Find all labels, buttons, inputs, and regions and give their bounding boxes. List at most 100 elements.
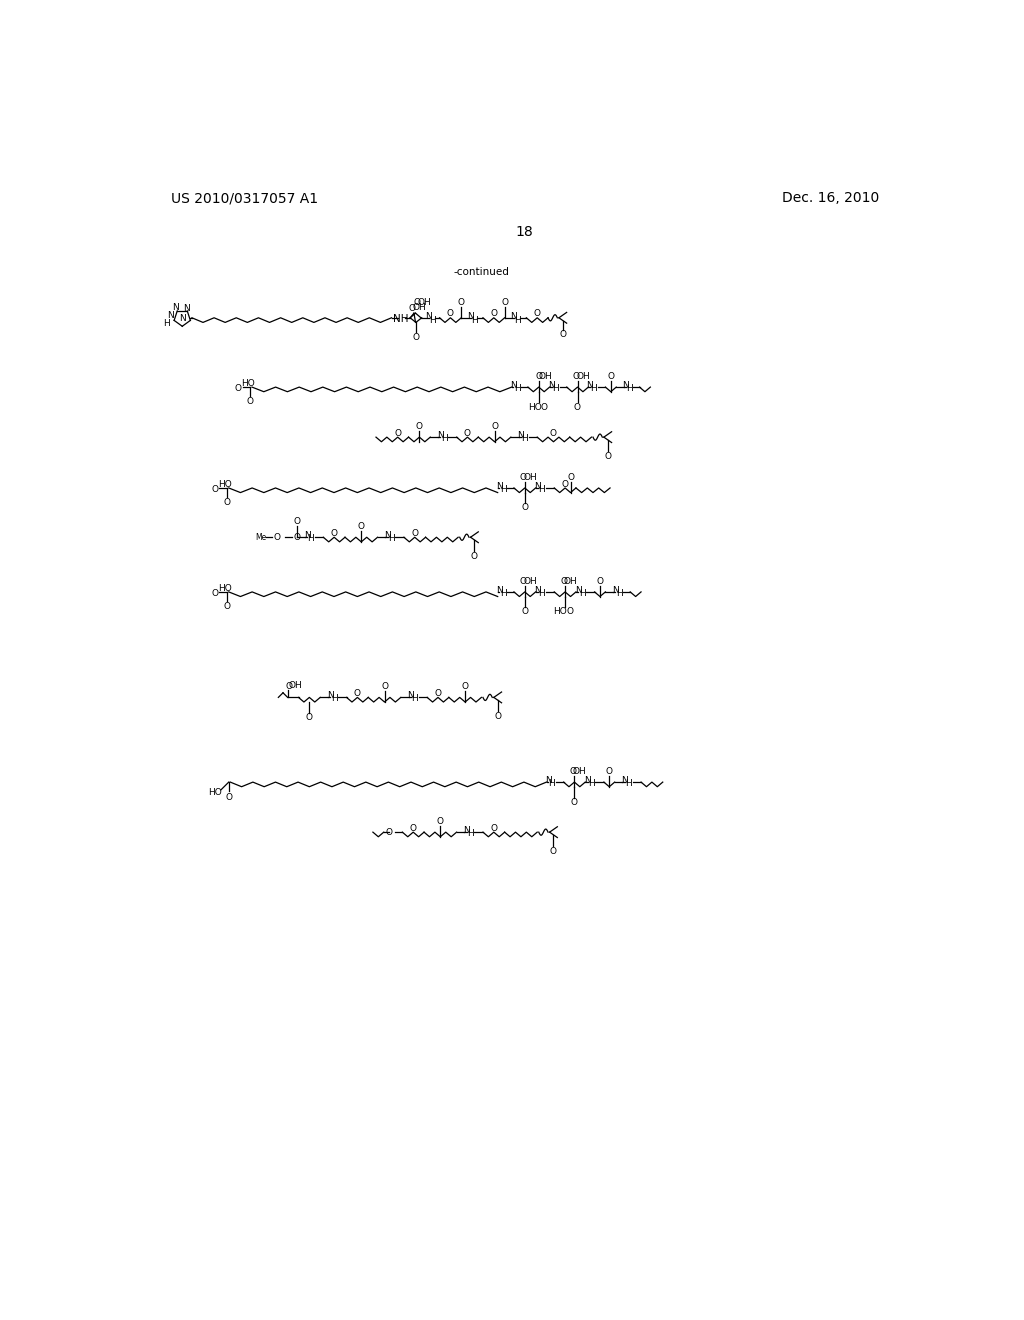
Text: OH: OH xyxy=(539,372,553,380)
Text: N: N xyxy=(384,531,391,540)
Text: O: O xyxy=(234,384,242,393)
Text: O: O xyxy=(560,577,567,586)
Text: O: O xyxy=(394,429,401,438)
Text: H: H xyxy=(388,535,395,544)
Text: O: O xyxy=(225,793,232,803)
Text: O: O xyxy=(490,824,498,833)
Text: O: O xyxy=(273,533,281,541)
Text: H: H xyxy=(539,589,545,598)
Text: H: H xyxy=(521,434,528,444)
Text: H: H xyxy=(412,694,418,704)
Text: Dec. 16, 2010: Dec. 16, 2010 xyxy=(781,191,879,206)
Text: O: O xyxy=(464,429,471,438)
Text: OH: OH xyxy=(577,372,590,380)
Text: O: O xyxy=(572,372,580,380)
Text: H: H xyxy=(591,384,597,393)
Text: H: H xyxy=(514,384,520,393)
Text: O: O xyxy=(471,552,478,561)
Text: O: O xyxy=(294,533,300,541)
Text: N: N xyxy=(622,776,628,785)
Text: O: O xyxy=(381,682,388,692)
Text: H: H xyxy=(440,434,447,444)
Text: N: N xyxy=(408,692,415,701)
Text: O: O xyxy=(412,529,418,537)
Text: O: O xyxy=(354,689,360,698)
Text: O: O xyxy=(211,589,218,598)
Text: HO: HO xyxy=(242,379,255,388)
Text: US 2010/0317057 A1: US 2010/0317057 A1 xyxy=(171,191,317,206)
Text: O: O xyxy=(412,333,419,342)
Text: O: O xyxy=(550,847,557,855)
Text: N: N xyxy=(463,826,470,836)
Text: O: O xyxy=(607,372,614,380)
Text: H: H xyxy=(539,484,545,494)
Text: N: N xyxy=(304,531,310,540)
Text: H: H xyxy=(549,779,555,788)
Text: N: N xyxy=(535,482,542,491)
Text: N: N xyxy=(585,776,591,785)
Text: H: H xyxy=(500,589,507,598)
Text: O: O xyxy=(211,484,218,494)
Text: N: N xyxy=(574,586,582,595)
Text: N: N xyxy=(467,312,474,321)
Text: 18: 18 xyxy=(516,224,534,239)
Text: H: H xyxy=(552,384,559,393)
Text: N: N xyxy=(327,692,334,701)
Text: O: O xyxy=(446,309,454,318)
Text: O: O xyxy=(416,422,423,430)
Text: O: O xyxy=(567,473,574,482)
Text: O: O xyxy=(520,473,526,482)
Text: O: O xyxy=(606,767,612,776)
Text: O: O xyxy=(604,451,611,461)
Text: O: O xyxy=(569,767,577,776)
Text: N: N xyxy=(496,482,503,491)
Text: HO: HO xyxy=(218,479,231,488)
Text: H: H xyxy=(616,589,623,598)
Text: OH: OH xyxy=(563,577,578,586)
Text: O: O xyxy=(306,713,313,722)
Text: O: O xyxy=(550,429,557,438)
Text: O: O xyxy=(566,607,573,616)
Text: HO: HO xyxy=(218,583,231,593)
Text: H: H xyxy=(164,319,170,329)
Text: O: O xyxy=(534,309,541,318)
Text: N: N xyxy=(172,302,178,312)
Text: HO: HO xyxy=(208,788,221,797)
Text: O: O xyxy=(521,607,528,616)
Text: O: O xyxy=(357,521,365,531)
Text: H: H xyxy=(588,779,595,788)
Text: OH: OH xyxy=(523,577,538,586)
Text: O: O xyxy=(437,817,443,826)
Text: N: N xyxy=(549,381,555,389)
Text: O: O xyxy=(520,577,526,586)
Text: H: H xyxy=(471,315,478,325)
Text: H: H xyxy=(500,484,507,494)
Text: O: O xyxy=(571,797,578,807)
Text: N: N xyxy=(167,312,174,319)
Text: O: O xyxy=(286,682,293,692)
Text: O: O xyxy=(223,602,230,611)
Text: HO: HO xyxy=(554,607,567,616)
Text: O: O xyxy=(574,403,581,412)
Text: H: H xyxy=(429,315,436,325)
Text: NH: NH xyxy=(393,314,409,325)
Text: H: H xyxy=(626,779,632,788)
Text: O: O xyxy=(409,304,416,313)
Text: O: O xyxy=(490,309,498,318)
Text: O: O xyxy=(386,828,392,837)
Text: O: O xyxy=(559,330,566,339)
Text: O: O xyxy=(492,422,498,430)
Text: OH: OH xyxy=(417,298,431,306)
Text: OH: OH xyxy=(413,304,426,313)
Text: N: N xyxy=(517,432,524,440)
Text: O: O xyxy=(294,517,300,527)
Text: O: O xyxy=(414,298,421,306)
Text: N: N xyxy=(511,312,517,321)
Text: N: N xyxy=(425,312,432,321)
Text: O: O xyxy=(410,824,417,833)
Text: N: N xyxy=(545,776,552,785)
Text: O: O xyxy=(521,503,528,512)
Text: O: O xyxy=(462,682,469,692)
Text: OH: OH xyxy=(523,473,538,482)
Text: O: O xyxy=(331,529,338,537)
